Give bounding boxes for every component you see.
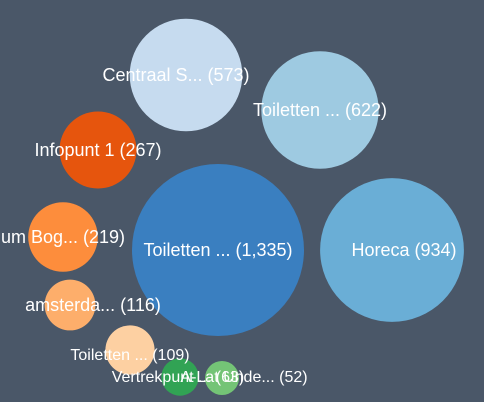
bubble-label: Toiletten ... (109) [70, 347, 189, 364]
bubble[interactable] [129, 18, 243, 132]
bubble[interactable] [132, 164, 304, 336]
bubble-label: um Bog... (219) [1, 227, 125, 247]
bubble-label: Vertrekpunt ... (63) [112, 369, 245, 386]
bubble[interactable] [44, 279, 96, 331]
bubble-label: Horeca (934) [351, 240, 456, 260]
bubble[interactable] [59, 111, 137, 189]
bubble[interactable] [28, 202, 98, 272]
bubble[interactable] [320, 178, 464, 322]
bubble-label: Toiletten ... (622) [253, 100, 387, 120]
labels-group: Toiletten ... (1,335) Horeca (934) Toilett… [1, 65, 457, 386]
bubble-label: Toiletten ... (1,335) [143, 240, 292, 260]
bubbles-group [28, 18, 464, 396]
bubble-label: Centraal S... (573) [102, 65, 249, 85]
bubble-label: Infopunt 1 (267) [34, 140, 161, 160]
bubble[interactable] [105, 325, 155, 375]
bubble-label: amsterda... (116) [25, 295, 161, 315]
bubble-label: A-Lat Unde... (52) [180, 369, 307, 386]
bubble[interactable] [205, 361, 239, 395]
bubble[interactable] [261, 51, 379, 169]
bubble[interactable] [161, 358, 199, 396]
